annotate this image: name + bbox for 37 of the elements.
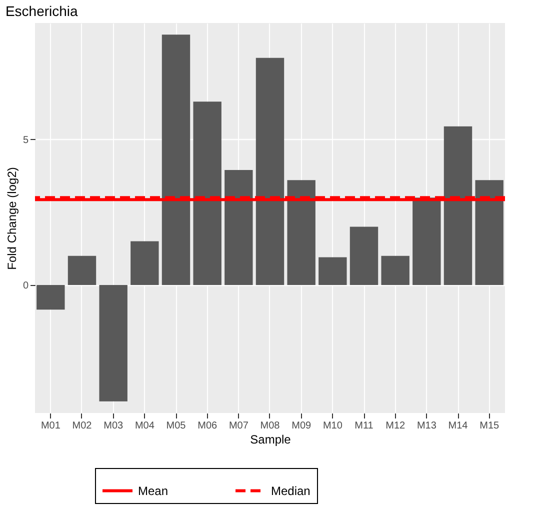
bar: [318, 257, 347, 285]
x-tick-label: M01: [40, 420, 61, 432]
x-tick-label: M09: [292, 420, 312, 432]
bar: [130, 241, 159, 285]
y-tick-label: 5: [22, 134, 29, 146]
bar: [381, 256, 410, 285]
x-tick-label: M04: [134, 420, 155, 432]
x-tick-label: M08: [260, 420, 280, 432]
x-tick-label: M02: [72, 420, 92, 432]
legend-label: Mean: [138, 484, 168, 498]
x-tick-label: M14: [448, 420, 468, 432]
x-tick-label: M15: [480, 420, 500, 432]
x-tick-label: M13: [416, 420, 437, 432]
y-axis-title: Fold Change (log2): [4, 167, 19, 270]
bar: [412, 198, 441, 285]
x-tick-label: M12: [386, 420, 406, 432]
bar: [193, 102, 222, 285]
bar: [162, 34, 190, 285]
bar: [350, 226, 378, 285]
x-tick-label: M03: [104, 420, 124, 432]
bar: [444, 126, 472, 285]
legend-label: Median: [271, 484, 310, 498]
bar: [36, 284, 65, 310]
bar: [224, 170, 253, 285]
bar: [287, 180, 316, 285]
x-tick-label: M07: [228, 420, 249, 432]
x-tick-label: M06: [198, 420, 218, 432]
x-tick-label: M10: [322, 420, 343, 432]
bar: [475, 180, 504, 285]
x-tick-label: M05: [166, 420, 186, 432]
bar: [256, 58, 284, 285]
bar: [68, 256, 96, 285]
x-axis-title: Sample: [250, 432, 292, 446]
y-tick-label: 0: [22, 280, 29, 292]
bar: [99, 284, 128, 402]
chart-title: Escherichia: [5, 3, 78, 19]
x-tick-label: M11: [354, 420, 374, 432]
